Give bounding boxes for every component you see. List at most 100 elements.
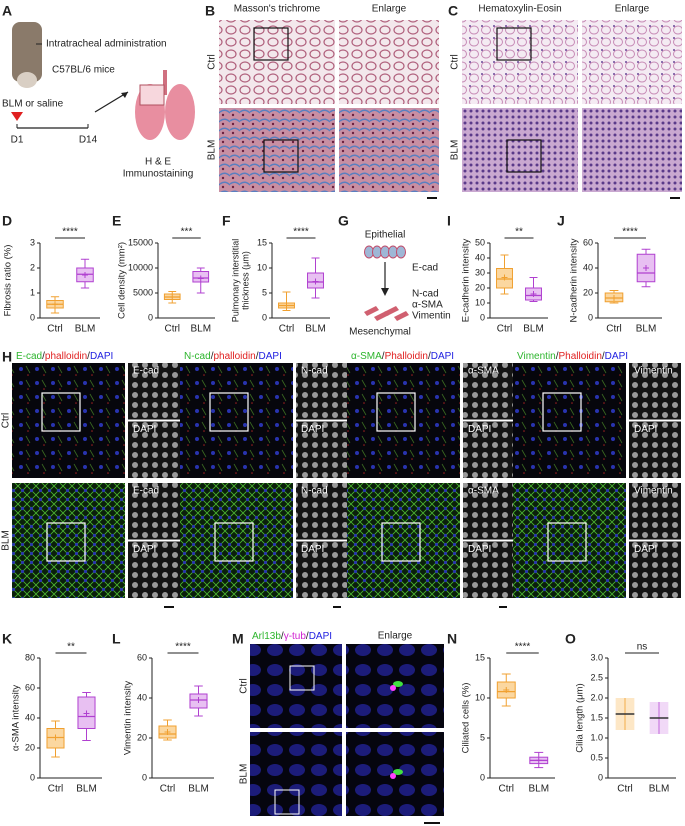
y-tick-label: 3 [30,237,35,247]
roi-box [263,139,299,173]
y-tick-label: 5 [262,287,267,297]
y-tick-label: 15 [257,237,267,247]
stain-part: N-cad [184,351,211,362]
stain-header: E-cad/phalloidin/DAPI [16,351,113,362]
mesenchymal-cell [384,306,399,316]
roi-box [289,665,315,691]
inset-image [296,421,348,478]
inset-image [128,541,180,598]
panel-letter: E [112,213,121,229]
y-tick-label: 10000 [128,262,153,272]
readout-text: H & E [145,157,171,168]
marker-text: N-cad [412,289,439,300]
inset-image [629,363,681,420]
y-tick-label: 0 [480,312,485,322]
mesenchymal-cell [364,306,379,316]
panel-letter: H [2,349,12,365]
readout-text: Immunostaining [123,169,194,180]
inset-label: DAPI [634,544,657,555]
y-tick-label: 20 [475,282,485,292]
row-label: Cell density (mm²) [117,242,128,319]
stain-part: Phalloidin [385,351,428,362]
inset-image [128,421,180,478]
stain-part: DAPI [259,351,282,362]
stain-part: / [256,351,259,362]
stain-header: N-cad/phalloidin/DAPI [184,351,282,362]
x-tick-label: BLM [649,784,670,795]
column-title: Enlarge [372,4,407,15]
stain-header: α-SMA/Phalloidin/DAPI [351,351,454,362]
x-tick-label: BLM [188,784,209,795]
route-text: Intratracheal administration [46,39,167,50]
y-tick-label: 0 [148,312,153,322]
row-label: BLM [207,140,218,161]
inset-label: N-cad [301,486,328,497]
inset-label: α-SMA [468,486,499,497]
x-tick-label: Ctrl [48,784,64,795]
y-tick-label: 40 [137,692,147,702]
y-tick-label: 0 [480,772,485,782]
inset-label: Vimentin [634,486,673,497]
row-label: Ctrl [450,54,461,70]
inset-label: α-SMA [468,366,499,377]
row-label: E-cadherin intensity [461,239,472,323]
y-tick-label: 1.5 [590,712,603,722]
inset-image [296,363,348,420]
y-tick-label: 1.0 [590,732,603,742]
micrograph-enlarge [582,20,682,104]
mean-marker [82,272,88,278]
significance-label: ns [637,642,648,653]
x-tick-label: Ctrl [498,784,514,795]
panel-letter: O [565,631,576,647]
significance-label: **** [622,227,638,238]
x-tick-label: Ctrl [617,784,633,795]
y-tick-label: 5 [480,732,485,742]
mean-marker [83,710,90,717]
stain-part: phalloidin [213,351,255,362]
mean-marker [611,295,617,301]
strain-text: C57BL/6 mice [52,65,115,76]
mean-marker [283,302,290,309]
y-tick-label: 60 [25,682,35,692]
panel-letter: N [447,631,457,647]
stain-part: / [556,351,559,362]
fluorescence-image [513,483,626,598]
micrograph [462,108,578,192]
arrow-head [121,92,128,98]
micrograph-enlarge [339,108,439,192]
panel-letter: C [448,3,458,19]
epithelial-text: Epithelial [365,230,406,241]
inset-image [128,363,180,420]
stain-part: E-cad [16,351,42,362]
mean-marker [52,734,59,741]
column-title: Hematoxylin-Eosin [478,4,561,15]
row-label: α-SMA intensity [11,685,22,751]
micrograph [219,108,335,192]
inset-label: E-cad [133,366,159,377]
panel-letter: D [2,213,12,229]
roi-box [214,522,254,562]
x-tick-label: Ctrl [47,324,63,335]
significance-label: **** [62,227,78,238]
y-tick-label: 60 [137,652,147,662]
x-tick-label: Ctrl [160,784,176,795]
significance-label: **** [293,227,309,238]
row-label: Ctrl [207,54,218,70]
cilia-image [250,732,342,816]
stain-part: / [42,351,45,362]
mean-marker [312,278,319,285]
mean-marker [503,687,510,693]
stain-header: Arl13b/γ-tub/DAPI [252,631,332,642]
panel-letter: F [222,213,231,229]
y-tick-label: 10 [475,692,485,702]
cilium [393,769,403,775]
significance-label: *** [181,227,193,238]
inset-label: DAPI [468,544,491,555]
y-tick-label: 1 [30,287,35,297]
roi-box [542,392,582,432]
mean-marker [164,729,171,735]
column-title: Enlarge [378,631,413,642]
roi-box [209,392,249,432]
stain-part: / [281,631,284,642]
